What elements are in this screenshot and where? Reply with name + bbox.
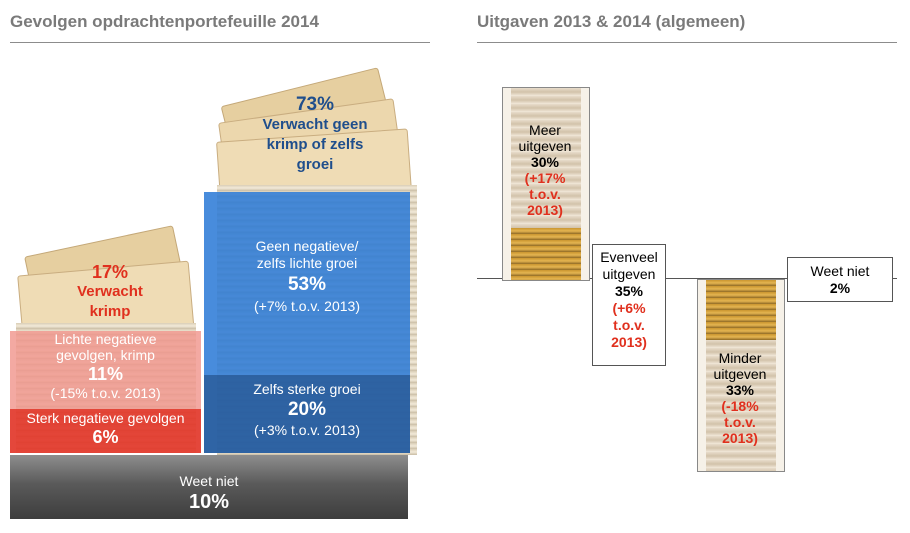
- bar-segment-no-negative: Geen negatieve/ zelfs lichte groei 53% (…: [204, 192, 410, 375]
- coin-stack-more-image: [502, 87, 590, 281]
- bar-less-spending-label: Minder uitgeven 33% (-18% t.o.v. 2013): [713, 350, 767, 446]
- growth-group-label: 73% Verwacht geen krimp of zelfs groei: [245, 95, 385, 175]
- bar-same-spending-label: Evenveel uitgeven 35% (+6% t.o.v. 2013): [592, 244, 666, 366]
- bar-segment-light-negative: Lichte negatieve gevolgen, krimp 11% (-1…: [10, 331, 201, 409]
- right-chart-title: Uitgaven 2013 & 2014 (algemeen): [477, 12, 746, 31]
- bar-dont-know-label: Weet niet 2%: [787, 257, 893, 302]
- decline-group-pct: 17%: [91, 262, 129, 282]
- left-title-rule: [10, 42, 430, 43]
- decline-group-label: 17% Verwacht krimp: [50, 262, 170, 322]
- right-title-rule: [477, 42, 897, 43]
- bar-more-spending-label: Meer uitgeven 30% (+17% t.o.v. 2013): [518, 122, 572, 218]
- bar-segment-strong-negative: Sterk negatieve gevolgen 6%: [10, 409, 201, 453]
- chart-baseline: [477, 278, 897, 279]
- left-chart-title: Gevolgen opdrachtenportefeuille 2014: [10, 12, 319, 31]
- coin-stack-less-image: [697, 279, 785, 472]
- bar-segment-dont-know: Weet niet 10%: [10, 455, 408, 519]
- bar-segment-strong-growth: Zelfs sterke groei 20% (+3% t.o.v. 2013): [204, 375, 410, 453]
- growth-group-pct: 73%: [295, 94, 335, 115]
